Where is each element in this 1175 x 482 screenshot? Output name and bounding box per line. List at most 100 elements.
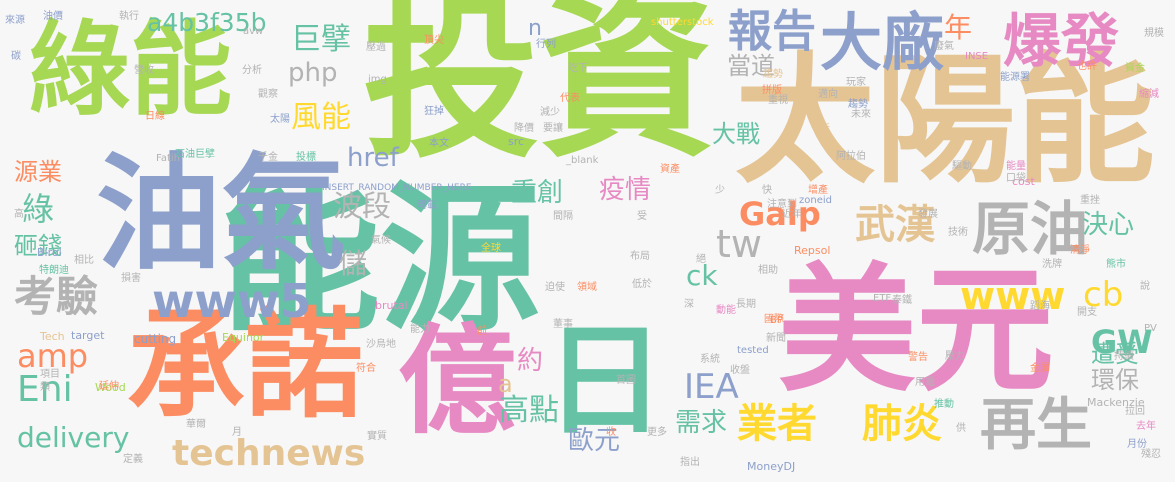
cloud-word: Repsol bbox=[794, 244, 831, 257]
cloud-word: 源業 bbox=[14, 158, 62, 186]
cloud-word: 投資 bbox=[363, 0, 716, 182]
cloud-word: 清淨 bbox=[1070, 245, 1090, 256]
cloud-word: 油氣 bbox=[96, 142, 346, 287]
cloud-word: 增產 bbox=[808, 185, 828, 196]
cloud-word: 能力 bbox=[410, 324, 430, 335]
cloud-word: 絕 bbox=[696, 254, 706, 265]
cloud-word: 綠 bbox=[22, 190, 55, 228]
cloud-word: 歐元 bbox=[568, 426, 621, 456]
cloud-word: 也許 bbox=[1077, 61, 1097, 72]
cloud-word: 拉回 bbox=[1125, 406, 1145, 417]
cloud-word: 高 bbox=[14, 209, 24, 220]
cloud-word: 全球 bbox=[481, 243, 501, 254]
cloud-word: 大廠 bbox=[820, 6, 945, 79]
cloud-word: 壓過 bbox=[366, 42, 386, 53]
cloud-word: tested bbox=[737, 345, 769, 356]
cloud-word: 本文 bbox=[429, 138, 449, 149]
cloud-word: 能源署 bbox=[1000, 72, 1030, 83]
cloud-word: 持續 bbox=[1114, 351, 1134, 362]
cloud-word: 需求 bbox=[675, 408, 728, 438]
cloud-word: 布局 bbox=[630, 251, 650, 262]
cloud-word: 巨擘 bbox=[291, 22, 351, 57]
cloud-word: 近年 bbox=[782, 209, 802, 220]
cloud-word: 狂掉 bbox=[424, 106, 444, 117]
cloud-word: 億 bbox=[398, 312, 517, 450]
cloud-word: 重視 bbox=[768, 95, 788, 106]
cloud-word: 董事 bbox=[553, 319, 573, 330]
cloud-word: 太陽 bbox=[270, 114, 290, 125]
cloud-word: 爆發 bbox=[1003, 7, 1120, 75]
cloud-word: Birol bbox=[37, 246, 62, 259]
cloud-word: 口袋 bbox=[1006, 173, 1026, 184]
cloud-word: Galp bbox=[739, 195, 821, 233]
cloud-word: GW bbox=[1091, 323, 1153, 361]
cloud-word: 油價 bbox=[43, 11, 63, 22]
cloud-word: 指出 bbox=[680, 457, 700, 468]
cloud-word: n bbox=[528, 16, 542, 41]
cloud-word: 近 bbox=[820, 124, 830, 135]
cloud-word: 長期 bbox=[736, 299, 756, 310]
cloud-word: 首圖 bbox=[616, 375, 636, 386]
cloud-word: _blank bbox=[566, 155, 599, 166]
cloud-word: 領域 bbox=[577, 282, 597, 293]
cloud-word: 資金 bbox=[1125, 63, 1145, 74]
cloud-word: 蹈海 bbox=[1030, 301, 1050, 312]
cloud-word: 類 bbox=[40, 382, 50, 393]
cloud-word: cb bbox=[1083, 275, 1124, 315]
cloud-word: 吃下 bbox=[568, 63, 588, 74]
cloud-word: Tech bbox=[40, 330, 65, 343]
cloud-word: 執行 bbox=[119, 11, 139, 22]
cloud-word: 分析 bbox=[242, 65, 262, 76]
cloud-word: 考驗 bbox=[14, 272, 99, 321]
cloud-word: 減少 bbox=[540, 107, 560, 118]
cloud-word: 少 bbox=[715, 185, 725, 196]
cloud-word: 重創 bbox=[511, 178, 564, 208]
cloud-word: 武漢 bbox=[855, 202, 935, 248]
cloud-word: ck bbox=[686, 259, 718, 292]
cloud-word: 邁向 bbox=[818, 89, 838, 100]
cloud-word: INSERT_RANDOM_NUMBER_HERE bbox=[322, 183, 472, 193]
cloud-word: 用電 bbox=[915, 377, 935, 388]
cloud-word: 收盤 bbox=[730, 365, 750, 376]
cloud-word: 投標 bbox=[296, 152, 316, 163]
cloud-word: 規模 bbox=[1144, 28, 1164, 39]
cloud-word: 太陽能 bbox=[735, 40, 1156, 203]
cloud-word: 日 bbox=[545, 312, 665, 451]
cloud-word: 當道 bbox=[727, 52, 775, 80]
cloud-word: 損害 bbox=[121, 273, 141, 284]
cloud-word: href bbox=[347, 143, 399, 173]
cloud-word: 縮減 bbox=[1139, 89, 1159, 100]
cloud-word: 符合 bbox=[356, 363, 376, 374]
cloud-word: shutterstock bbox=[651, 17, 714, 28]
cloud-word: 趨勢 bbox=[763, 69, 783, 80]
cloud-word: 頂尖 bbox=[424, 35, 444, 46]
cloud-word: 廢氣 bbox=[934, 41, 954, 52]
cloud-word: 月份 bbox=[1127, 439, 1147, 450]
cloud-word: avw bbox=[243, 26, 264, 37]
cloud-word: 受 bbox=[637, 211, 647, 222]
cloud-word: 拼版 bbox=[762, 85, 782, 96]
cloud-word: PV bbox=[1144, 323, 1157, 334]
cloud-word: 快 bbox=[762, 185, 772, 196]
cloud-word: technews bbox=[172, 433, 366, 474]
cloud-word: cutting bbox=[134, 332, 177, 346]
cloud-word: 前 bbox=[477, 326, 487, 337]
cloud-word: src bbox=[508, 135, 525, 148]
cloud-word: 系統 bbox=[700, 354, 720, 365]
cloud-word: 延伸 bbox=[99, 381, 119, 392]
cloud-word: 重挫 bbox=[1080, 195, 1100, 206]
cloud-word: 代表 bbox=[560, 93, 580, 104]
cloud-word: 深 bbox=[684, 299, 694, 310]
cloud-word: 風能 bbox=[291, 100, 351, 135]
cloud-word: 環保 bbox=[1091, 366, 1139, 394]
cloud-word: 供 bbox=[956, 423, 966, 434]
cloud-word: 特朗迪 bbox=[39, 265, 69, 276]
cloud-word: BP bbox=[770, 315, 783, 326]
cloud-word: 推動 bbox=[934, 399, 954, 410]
cloud-word: 華爾 bbox=[186, 419, 206, 430]
cloud-word: www bbox=[960, 274, 1066, 318]
cloud-word: 金屬 bbox=[1030, 363, 1050, 374]
cloud-word: MoneyDJ bbox=[747, 460, 796, 473]
cloud-word: Equinor bbox=[222, 331, 265, 344]
cloud-word: INSE bbox=[965, 51, 989, 62]
